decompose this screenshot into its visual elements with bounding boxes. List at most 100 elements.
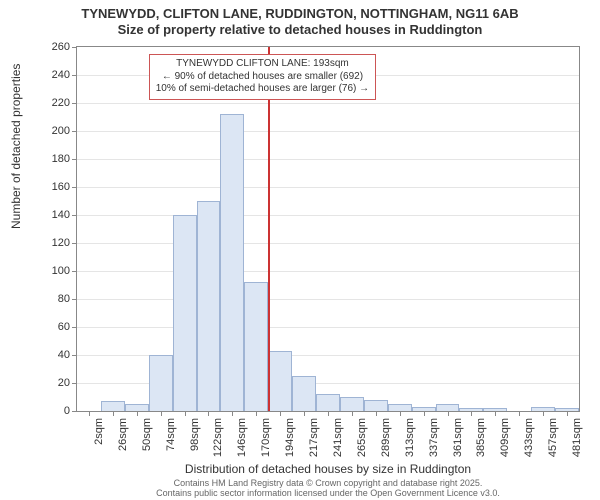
histogram-bar <box>101 401 125 411</box>
xtick-mark <box>400 411 401 416</box>
xtick-mark <box>89 411 90 416</box>
annotation-box: TYNEWYDD CLIFTON LANE: 193sqm← 90% of de… <box>149 54 376 100</box>
ytick-mark <box>72 103 77 104</box>
ytick-label: 40 <box>30 349 70 361</box>
ytick-mark <box>72 215 77 216</box>
xtick-label: 457sqm <box>547 418 559 457</box>
histogram-bar <box>316 394 340 411</box>
ytick-label: 20 <box>30 377 70 389</box>
gridline-h <box>77 131 579 132</box>
xtick-label: 98sqm <box>189 418 201 451</box>
gridline-h <box>77 327 579 328</box>
ytick-mark <box>72 327 77 328</box>
ytick-label: 80 <box>30 293 70 305</box>
ytick-mark <box>72 47 77 48</box>
ytick-label: 260 <box>30 41 70 53</box>
xtick-label: 337sqm <box>428 418 440 457</box>
reference-line <box>268 47 270 411</box>
xtick-label: 265sqm <box>356 418 368 457</box>
xtick-mark <box>495 411 496 416</box>
histogram-bar <box>364 400 388 411</box>
xtick-label: 361sqm <box>452 418 464 457</box>
ytick-mark <box>72 411 77 412</box>
xtick-mark <box>161 411 162 416</box>
ytick-label: 180 <box>30 153 70 165</box>
ytick-mark <box>72 75 77 76</box>
gridline-h <box>77 299 579 300</box>
xtick-mark <box>185 411 186 416</box>
gridline-h <box>77 243 579 244</box>
xtick-label: 26sqm <box>117 418 129 451</box>
ytick-mark <box>72 131 77 132</box>
gridline-h <box>77 187 579 188</box>
xtick-label: 194sqm <box>284 418 296 457</box>
histogram-bar <box>197 201 221 411</box>
title-line-1: TYNEWYDD, CLIFTON LANE, RUDDINGTON, NOTT… <box>0 6 600 22</box>
footer-line-1: Contains HM Land Registry data © Crown c… <box>174 478 483 488</box>
xtick-label: 50sqm <box>141 418 153 451</box>
annotation-line: ← 90% of detached houses are smaller (69… <box>156 71 369 84</box>
x-axis-label: Distribution of detached houses by size … <box>76 462 580 476</box>
xtick-label: 433sqm <box>523 418 535 457</box>
histogram-bar <box>436 404 460 411</box>
xtick-mark <box>543 411 544 416</box>
histogram-bar <box>292 376 316 411</box>
xtick-label: 409sqm <box>499 418 511 457</box>
plot-area: TYNEWYDD CLIFTON LANE: 193sqm← 90% of de… <box>76 46 580 412</box>
xtick-label: 481sqm <box>571 418 583 457</box>
xtick-mark <box>424 411 425 416</box>
ytick-label: 0 <box>30 405 70 417</box>
title-line-2: Size of property relative to detached ho… <box>0 22 600 38</box>
ytick-label: 200 <box>30 125 70 137</box>
xtick-label: 313sqm <box>404 418 416 457</box>
ytick-mark <box>72 271 77 272</box>
ytick-label: 160 <box>30 181 70 193</box>
ytick-label: 60 <box>30 321 70 333</box>
xtick-label: 146sqm <box>236 418 248 457</box>
xtick-mark <box>137 411 138 416</box>
xtick-label: 385sqm <box>475 418 487 457</box>
histogram-bar <box>173 215 197 411</box>
annotation-line: 10% of semi-detached houses are larger (… <box>156 83 369 96</box>
xtick-mark <box>256 411 257 416</box>
xtick-label: 74sqm <box>165 418 177 451</box>
title-block: TYNEWYDD, CLIFTON LANE, RUDDINGTON, NOTT… <box>0 0 600 39</box>
ytick-mark <box>72 383 77 384</box>
histogram-bar <box>149 355 173 411</box>
ytick-label: 120 <box>30 237 70 249</box>
xtick-mark <box>471 411 472 416</box>
gridline-h <box>77 271 579 272</box>
xtick-mark <box>113 411 114 416</box>
y-axis-label: Number of detached properties <box>9 64 23 229</box>
ytick-mark <box>72 299 77 300</box>
xtick-label: 289sqm <box>380 418 392 457</box>
gridline-h <box>77 159 579 160</box>
histogram-bar <box>125 404 149 411</box>
ytick-label: 100 <box>30 265 70 277</box>
xtick-mark <box>376 411 377 416</box>
xtick-mark <box>448 411 449 416</box>
histogram-bar <box>220 114 244 411</box>
xtick-mark <box>567 411 568 416</box>
footer-line-2: Contains public sector information licen… <box>156 488 500 498</box>
ytick-mark <box>72 187 77 188</box>
xtick-mark <box>232 411 233 416</box>
xtick-mark <box>280 411 281 416</box>
gridline-h <box>77 103 579 104</box>
histogram-bar <box>388 404 412 411</box>
xtick-label: 241sqm <box>332 418 344 457</box>
xtick-mark <box>519 411 520 416</box>
xtick-label: 217sqm <box>308 418 320 457</box>
ytick-mark <box>72 159 77 160</box>
chart-container: TYNEWYDD, CLIFTON LANE, RUDDINGTON, NOTT… <box>0 0 600 500</box>
histogram-bar <box>268 351 292 411</box>
xtick-mark <box>352 411 353 416</box>
ytick-label: 240 <box>30 69 70 81</box>
xtick-mark <box>328 411 329 416</box>
gridline-h <box>77 215 579 216</box>
ytick-label: 140 <box>30 209 70 221</box>
xtick-mark <box>304 411 305 416</box>
annotation-line: TYNEWYDD CLIFTON LANE: 193sqm <box>156 58 369 71</box>
histogram-bar <box>244 282 268 411</box>
y-axis-label-wrap: Number of detached properties <box>0 46 20 412</box>
